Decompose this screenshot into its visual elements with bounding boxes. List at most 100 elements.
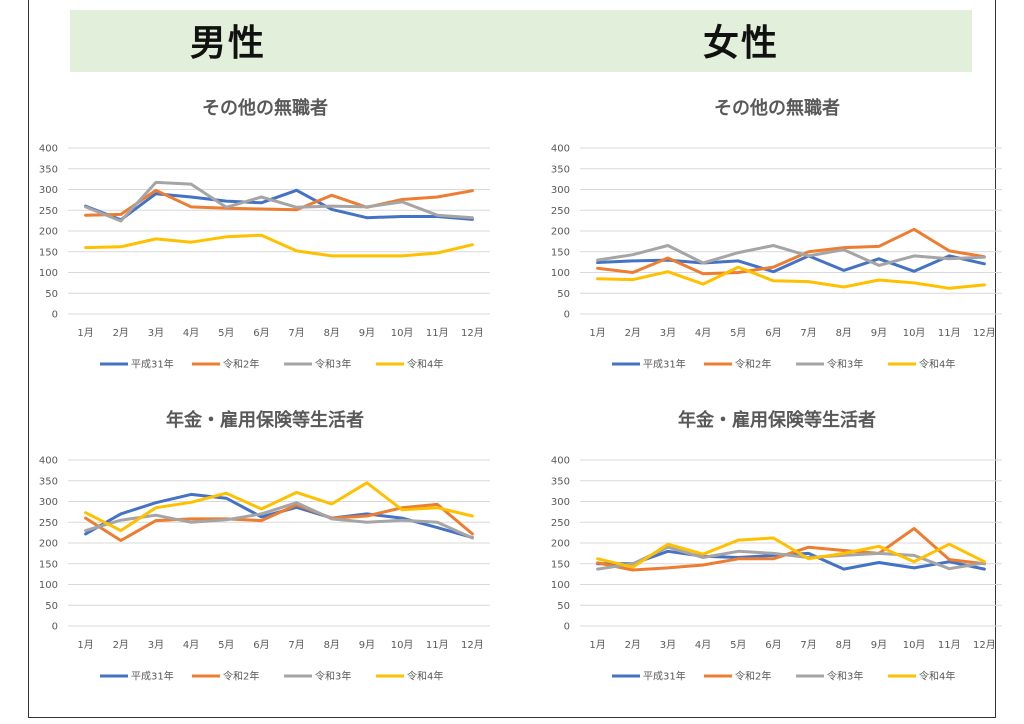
y-tick-label: 100 xyxy=(39,268,58,279)
legend-label: 令和2年 xyxy=(735,358,771,371)
x-tick-label: 10月 xyxy=(391,639,414,651)
x-tick-label: 5月 xyxy=(730,327,746,339)
legend-label: 令和4年 xyxy=(407,670,443,683)
header-banner xyxy=(70,10,972,72)
x-tick-label: 11月 xyxy=(938,327,961,339)
x-tick-label: 3月 xyxy=(660,327,676,339)
chart-female-other-unemployed: その他の無職者 0 50 100 150 200 250 300 350 400 1月 2月 3月 4月 5… xyxy=(551,97,1002,371)
legend-label: 令和3年 xyxy=(827,670,863,683)
y-tick-label: 250 xyxy=(39,206,58,217)
x-tick-label: 4月 xyxy=(183,327,199,339)
legend-label: 平成31年 xyxy=(131,358,174,371)
legend-label: 令和2年 xyxy=(223,670,259,683)
x-tick-label: 1月 xyxy=(589,639,605,651)
y-tick-label: 0 xyxy=(564,310,570,321)
legend-label: 令和4年 xyxy=(407,358,443,371)
legend-label: 平成31年 xyxy=(131,670,174,683)
y-tick-label: 250 xyxy=(39,518,58,529)
y-tick-label: 150 xyxy=(551,247,570,258)
x-tick-label: 7月 xyxy=(800,639,816,651)
series-line xyxy=(84,188,474,222)
series-line xyxy=(84,180,474,223)
x-tick-label: 3月 xyxy=(660,639,676,651)
x-tick-label: 1月 xyxy=(589,327,605,339)
x-tick-label: 9月 xyxy=(359,327,375,339)
x-tick-label: 7月 xyxy=(288,327,304,339)
chart-title: その他の無職者 xyxy=(202,97,328,119)
y-tick-label: 50 xyxy=(45,601,58,612)
y-tick-label: 50 xyxy=(557,289,570,300)
y-tick-label: 150 xyxy=(551,559,570,570)
y-tick-label: 300 xyxy=(39,497,58,508)
x-tick-label: 12月 xyxy=(973,327,996,339)
chart-title: その他の無職者 xyxy=(714,97,840,119)
x-tick-label: 4月 xyxy=(695,327,711,339)
series-line xyxy=(84,481,474,533)
x-tick-label: 6月 xyxy=(765,639,781,651)
x-tick-label: 8月 xyxy=(324,327,340,339)
legend-label: 令和3年 xyxy=(827,358,863,371)
legend-label: 令和3年 xyxy=(315,358,351,371)
x-tick-label: 11月 xyxy=(426,639,449,651)
x-tick-label: 10月 xyxy=(903,639,926,651)
y-tick-label: 350 xyxy=(551,476,570,487)
y-tick-label: 150 xyxy=(39,247,58,258)
x-tick-label: 2月 xyxy=(113,639,129,651)
series-line xyxy=(596,536,986,569)
y-tick-label: 50 xyxy=(557,601,570,612)
x-tick-label: 2月 xyxy=(625,639,641,651)
y-tick-label: 350 xyxy=(39,476,58,487)
y-tick-label: 300 xyxy=(551,185,570,196)
x-tick-label: 10月 xyxy=(391,327,414,339)
chart-male-other-unemployed: その他の無職者 0 50 100 150 200 250 300 350 400 1月 2月 3月 4月 5… xyxy=(39,97,490,371)
y-tick-label: 50 xyxy=(45,289,58,300)
chart-male-pension-insurance: 年金・雇用保険等生活者 0 50 100 150 200 250 300 350 400 1月 2月 3… xyxy=(39,409,490,683)
y-tick-label: 0 xyxy=(52,310,58,321)
y-tick-label: 100 xyxy=(551,580,570,591)
legend-label: 平成31年 xyxy=(643,670,686,683)
x-tick-label: 11月 xyxy=(426,327,449,339)
series-line xyxy=(84,188,474,217)
female-header: 女性 xyxy=(703,23,780,64)
series-line xyxy=(596,265,986,290)
y-tick-label: 400 xyxy=(39,144,58,155)
y-tick-label: 200 xyxy=(551,539,570,550)
chart-title: 年金・雇用保険等生活者 xyxy=(678,409,876,431)
y-tick-label: 350 xyxy=(39,164,58,175)
x-tick-label: 5月 xyxy=(730,639,746,651)
x-tick-label: 9月 xyxy=(871,327,887,339)
y-tick-label: 400 xyxy=(551,456,570,467)
page-frame xyxy=(28,0,996,718)
x-tick-label: 1月 xyxy=(77,639,93,651)
x-tick-label: 9月 xyxy=(871,639,887,651)
x-tick-label: 8月 xyxy=(836,639,852,651)
x-tick-label: 6月 xyxy=(765,327,781,339)
y-tick-label: 0 xyxy=(52,622,58,633)
legend-label: 平成31年 xyxy=(643,358,686,371)
x-tick-label: 3月 xyxy=(148,639,164,651)
x-tick-label: 4月 xyxy=(183,639,199,651)
x-tick-label: 12月 xyxy=(461,327,484,339)
x-tick-label: 9月 xyxy=(359,639,375,651)
x-tick-label: 3月 xyxy=(148,327,164,339)
series-line xyxy=(84,233,474,258)
x-tick-label: 2月 xyxy=(113,327,129,339)
series-line xyxy=(596,527,986,572)
y-tick-label: 0 xyxy=(564,622,570,633)
x-tick-label: 7月 xyxy=(800,327,816,339)
y-tick-label: 150 xyxy=(39,559,58,570)
y-tick-label: 200 xyxy=(39,539,58,550)
legend-label: 令和2年 xyxy=(223,358,259,371)
legend-label: 令和2年 xyxy=(735,670,771,683)
x-tick-label: 4月 xyxy=(695,639,711,651)
y-tick-label: 400 xyxy=(551,144,570,155)
y-tick-label: 100 xyxy=(551,268,570,279)
series-line xyxy=(84,501,474,540)
series-line xyxy=(84,502,474,542)
x-tick-label: 8月 xyxy=(324,639,340,651)
x-tick-label: 7月 xyxy=(288,639,304,651)
male-header: 男性 xyxy=(190,23,267,64)
y-tick-label: 350 xyxy=(551,164,570,175)
x-tick-label: 10月 xyxy=(903,327,926,339)
x-tick-label: 2月 xyxy=(625,327,641,339)
